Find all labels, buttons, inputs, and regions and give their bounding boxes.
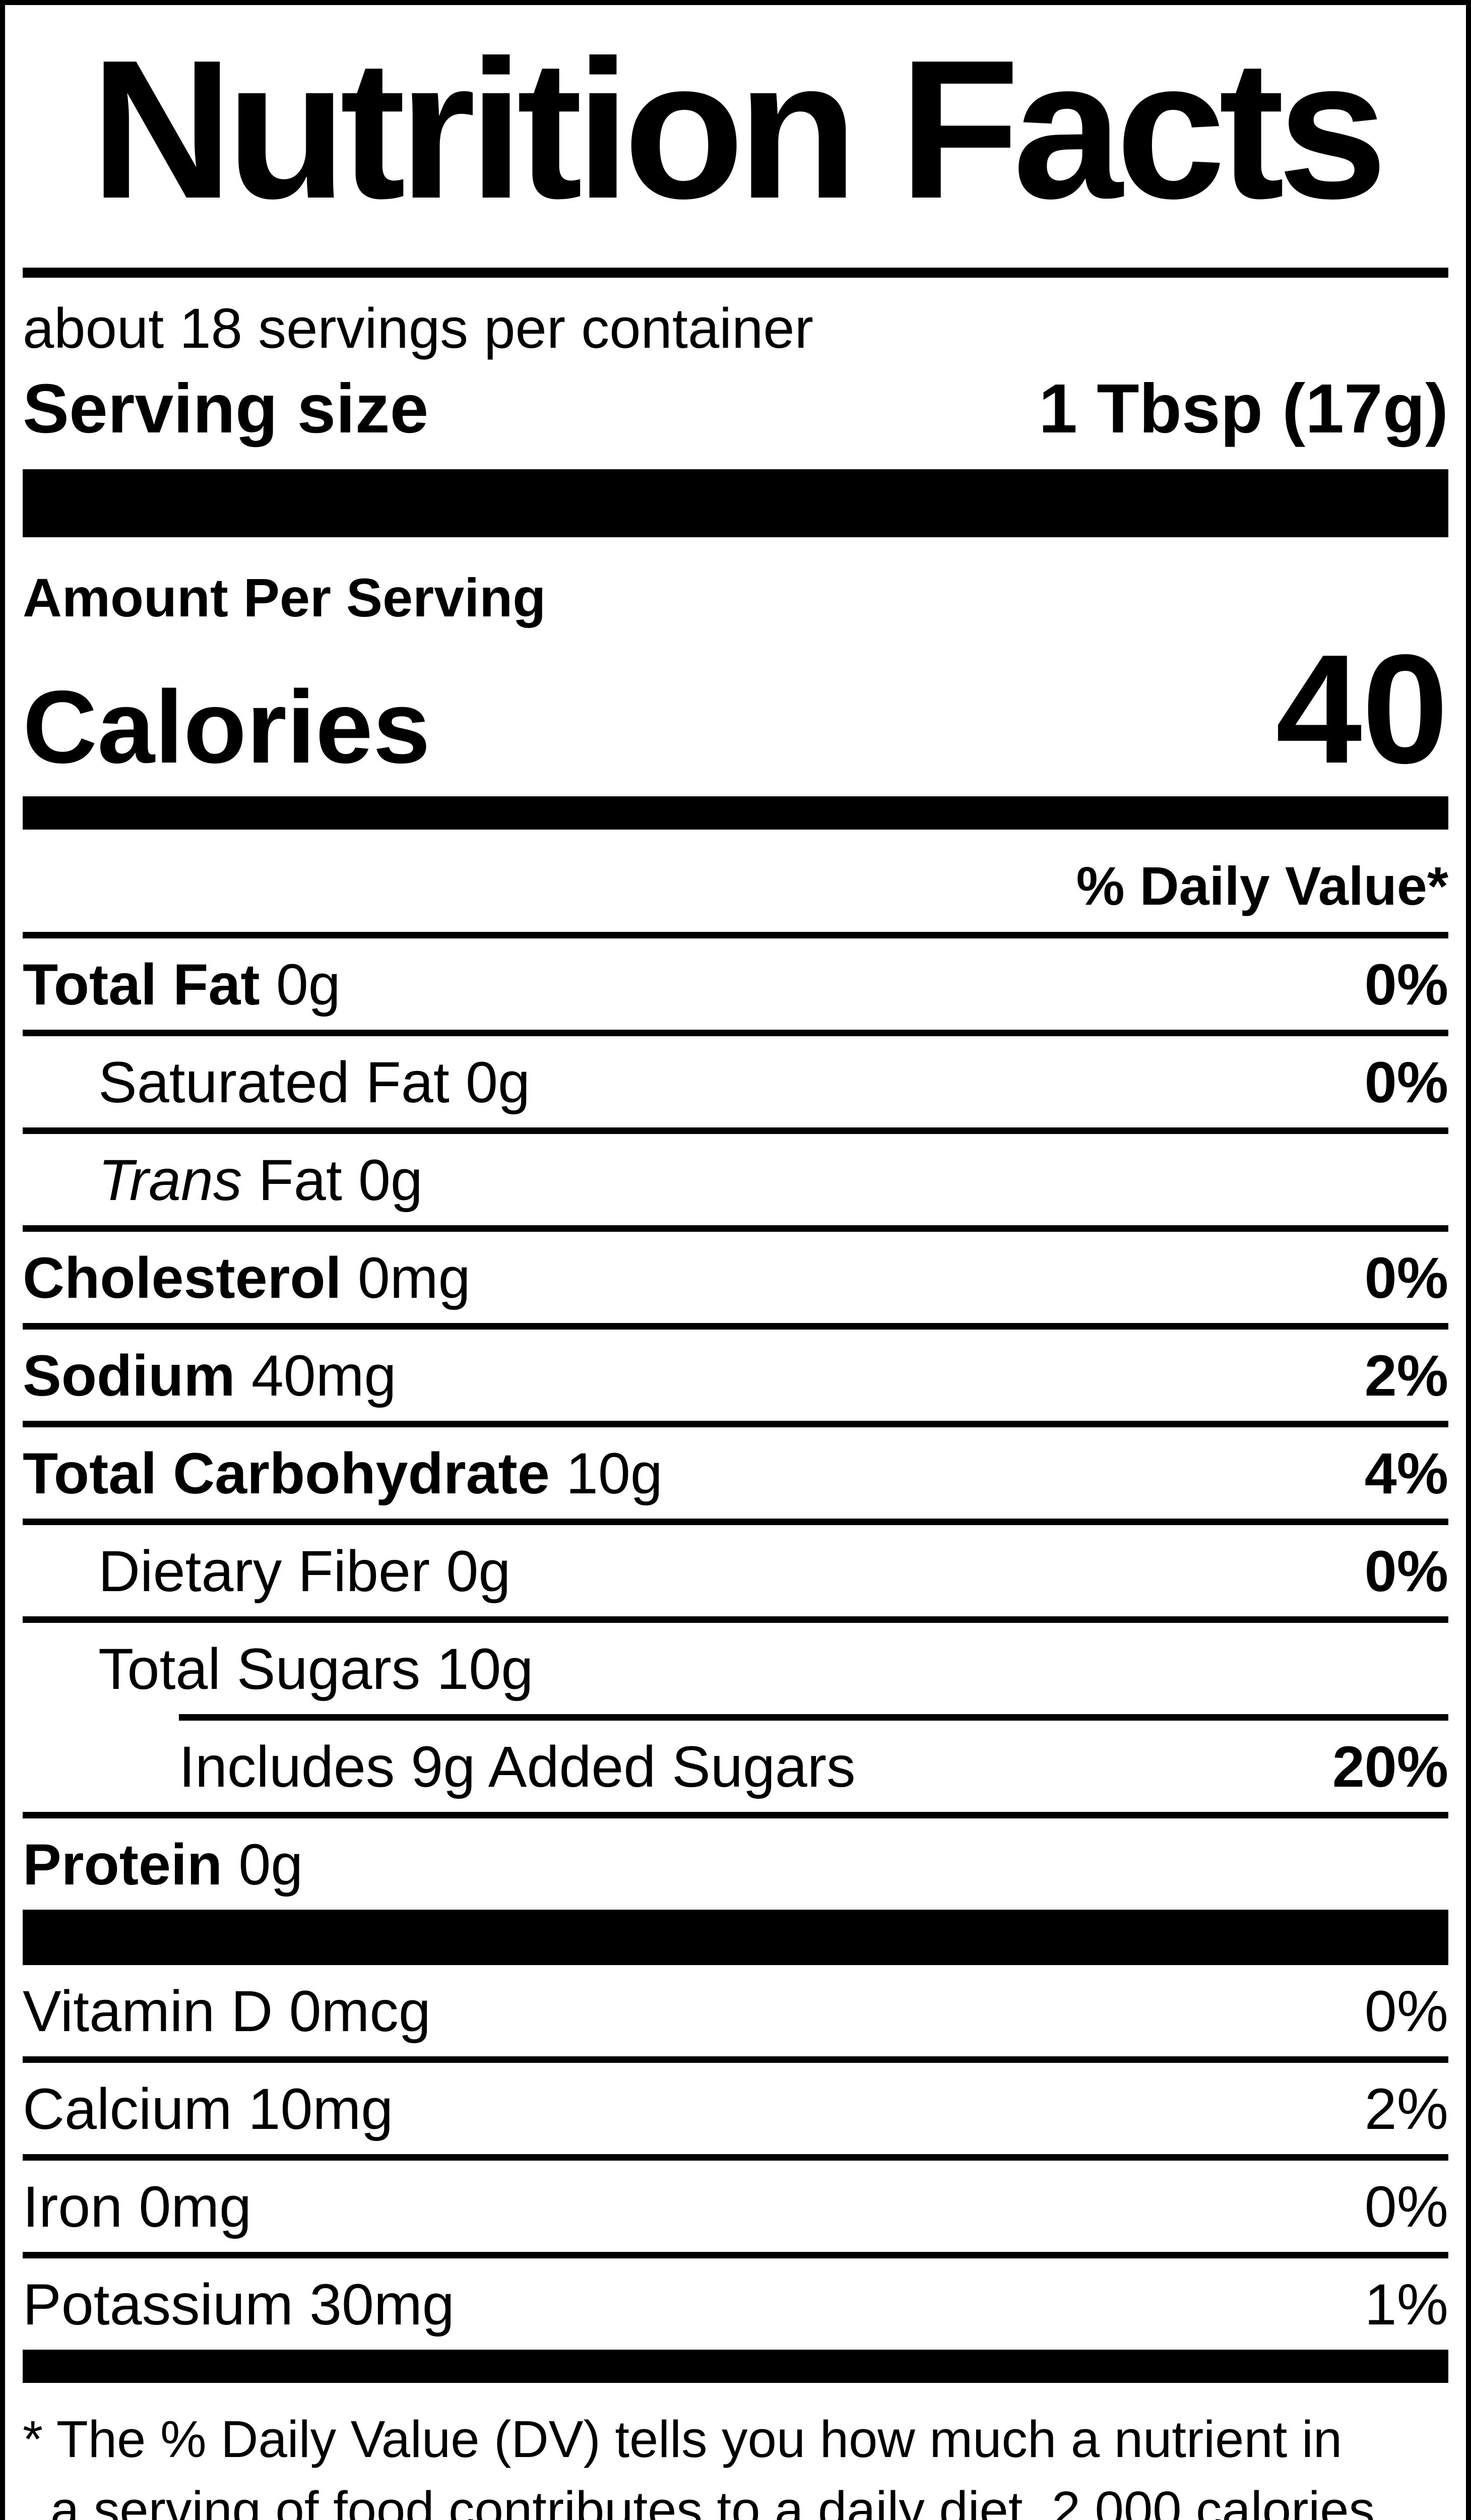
vitamin-name: Calcium — [23, 2076, 232, 2141]
vitamin-name: Iron — [23, 2174, 123, 2239]
nutrient-name: Dietary Fiber — [98, 1539, 430, 1604]
nutrient-amount: 0g — [238, 1832, 303, 1897]
daily-value-header: % Daily Value* — [1076, 855, 1448, 916]
calories-label: Calories — [23, 669, 430, 785]
title-rule — [23, 268, 1448, 278]
nutrient-row-trans-fat: Trans Fat 0g — [23, 1134, 1448, 1225]
nutrient-dv: 20% — [1332, 1734, 1448, 1799]
nutrient-name: Total Sugars — [98, 1636, 421, 1702]
nutrient-name: Protein — [23, 1832, 223, 1897]
nutrient-row-total-carbohydrate: Total Carbohydrate 10g 4% — [23, 1427, 1448, 1519]
nutrient-name: Includes 9g Added Sugars — [179, 1734, 856, 1799]
nutrient-row-total-fat: Total Fat 0g 0% — [23, 938, 1448, 1030]
separator-line — [23, 2154, 1448, 2161]
servings-per-container: about 18 servings per container — [23, 297, 813, 360]
separator-line-indented — [179, 1714, 1448, 1721]
nutrient-dv: 0% — [1364, 1245, 1448, 1310]
nutrient-amount: 10g — [565, 1441, 663, 1506]
medium-divider-bar — [23, 796, 1448, 830]
nutrient-dv: 0% — [1364, 1539, 1448, 1604]
nutrient-dv: 4% — [1364, 1441, 1448, 1506]
separator-line — [23, 1616, 1448, 1623]
nutrient-amount: 10g — [436, 1636, 534, 1702]
serving-size-value: 1 Tbsp (17g) — [1039, 369, 1448, 448]
separator-line — [23, 1127, 1448, 1134]
nutrient-row-protein: Protein 0g — [23, 1818, 1448, 1910]
medium-divider-bar — [23, 2349, 1448, 2383]
nutrient-name: Saturated Fat — [98, 1050, 450, 1115]
serving-size-label: Serving size — [23, 369, 429, 448]
vitamin-name: Potassium — [23, 2272, 293, 2337]
nutrient-dv: 0% — [1364, 1050, 1448, 1115]
footnote-line: * The % Daily Value (DV) tells you how m… — [23, 2410, 1342, 2468]
vitamin-row-vitamin-d: Vitamin D 0mcg 0% — [23, 1965, 1448, 2056]
separator-line — [23, 1029, 1448, 1036]
vitamin-amount: 0mcg — [289, 1979, 431, 2044]
vitamin-amount: 0mg — [139, 2174, 252, 2239]
vitamin-dv: 1% — [1364, 2272, 1448, 2337]
separator-line — [23, 2056, 1448, 2063]
separator-line — [23, 1811, 1448, 1818]
nutrient-row-total-sugars: Total Sugars 10g — [23, 1623, 1448, 1714]
vitamin-dv: 0% — [1364, 1979, 1448, 2044]
serving-size-row: Serving size 1 Tbsp (17g) — [23, 365, 1448, 453]
nutrient-amount: 40mg — [251, 1343, 397, 1408]
nutrient-name: Sodium — [23, 1343, 235, 1408]
separator-line — [23, 1518, 1448, 1525]
amount-per-serving-label: Amount Per Serving — [23, 567, 546, 628]
nutrient-dv: 0% — [1364, 952, 1448, 1017]
calories-value: 40 — [1275, 622, 1448, 796]
nutrient-amount: 0g — [446, 1539, 511, 1604]
nutrient-amount: 0g — [358, 1148, 423, 1213]
vitamin-amount: 30mg — [309, 2272, 455, 2337]
nutrient-name: Total Fat — [23, 952, 260, 1017]
nutrient-amount: 0g — [465, 1050, 530, 1115]
vitamin-dv: 2% — [1364, 2076, 1448, 2141]
nutrient-name: Cholesterol — [23, 1245, 342, 1310]
footnote-line: a serving of food contributes to a daily… — [50, 2480, 1375, 2520]
vitamin-row-potassium: Potassium 30mg 1% — [23, 2258, 1448, 2350]
vitamin-row-iron: Iron 0mg 0% — [23, 2161, 1448, 2252]
vitamin-amount: 10mg — [248, 2076, 394, 2141]
nutrient-amount: 0mg — [357, 1245, 471, 1310]
calories-row: Calories 40 — [23, 622, 1448, 796]
nutrient-row-added-sugars: Includes 9g Added Sugars 20% — [23, 1721, 1448, 1812]
vitamin-row-calcium: Calcium 10mg 2% — [23, 2063, 1448, 2154]
separator-line — [23, 931, 1448, 938]
nutrient-row-cholesterol: Cholesterol 0mg 0% — [23, 1232, 1448, 1323]
nutrient-name: Fat — [258, 1148, 342, 1213]
nutrient-row-sodium: Sodium 40mg 2% — [23, 1330, 1448, 1421]
separator-line — [23, 2251, 1448, 2258]
nutrient-name: Total Carbohydrate — [23, 1441, 550, 1506]
vitamin-name: Vitamin D — [23, 1979, 273, 2044]
vitamin-dv: 0% — [1364, 2174, 1448, 2239]
thick-divider-bar — [23, 1909, 1448, 1965]
thick-divider-bar — [23, 469, 1448, 538]
nutrient-dv: 2% — [1364, 1343, 1448, 1408]
nutrient-amount: 0g — [276, 952, 341, 1017]
separator-line — [23, 1225, 1448, 1232]
separator-line — [23, 1420, 1448, 1427]
nutrient-row-dietary-fiber: Dietary Fiber 0g 0% — [23, 1525, 1448, 1616]
label-title: Nutrition Facts — [90, 19, 1387, 240]
daily-value-footnote: * The % Daily Value (DV) tells you how m… — [23, 2404, 1448, 2520]
separator-line — [23, 1322, 1448, 1330]
nutrient-name-italic: Trans — [98, 1148, 242, 1213]
nutrient-row-saturated-fat: Saturated Fat 0g 0% — [23, 1036, 1448, 1127]
